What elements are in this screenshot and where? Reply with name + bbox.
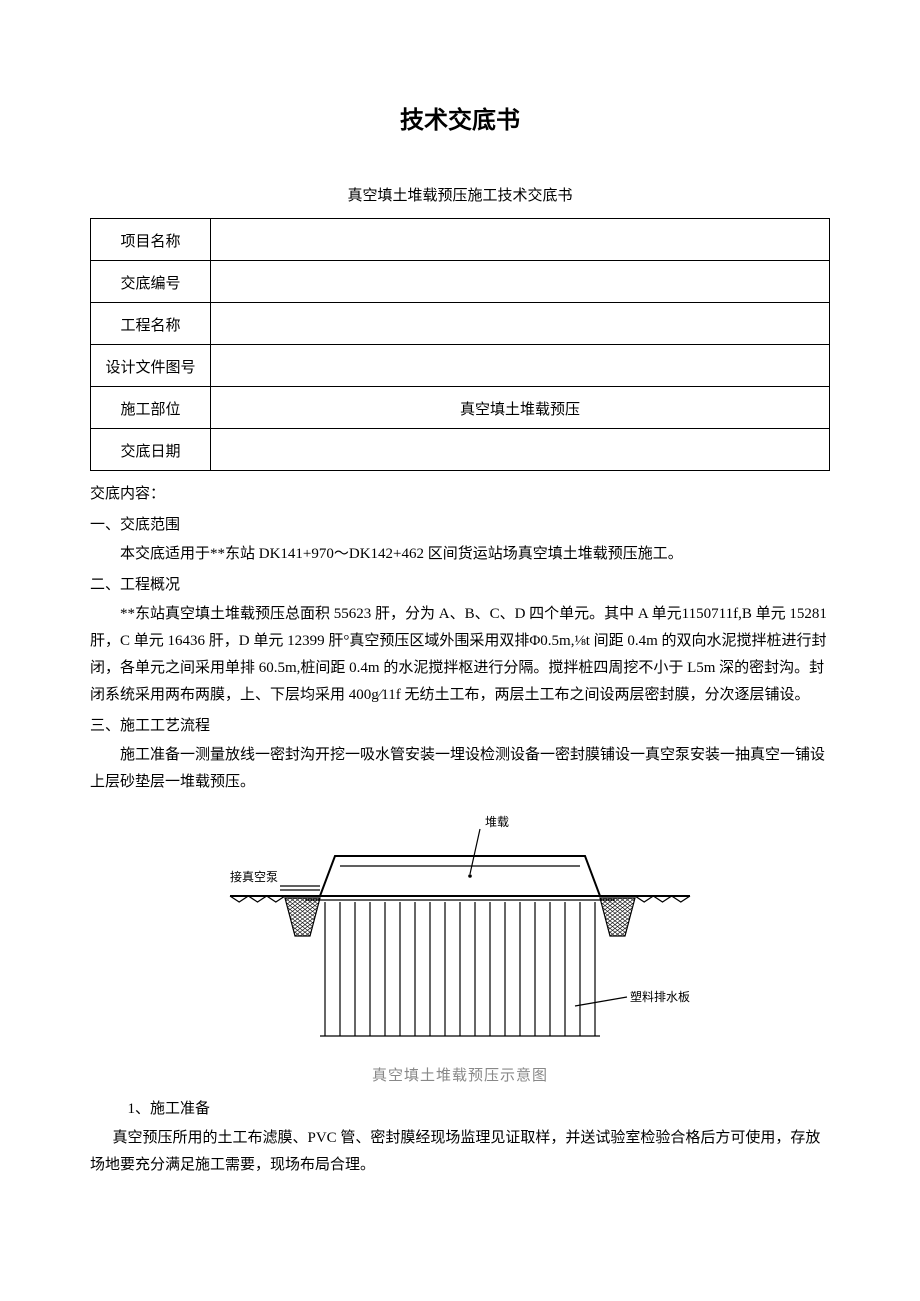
info-table: 项目名称 交底编号 工程名称 设计文件图号 施工部位 真空填土堆载预压 交底日期: [90, 218, 830, 471]
content-heading: 交底内容：: [90, 481, 830, 508]
table-row: 项目名称: [91, 219, 830, 261]
row-label: 交底日期: [91, 429, 211, 471]
row-value: [211, 261, 830, 303]
document-title: 技术交底书: [90, 100, 830, 143]
section-1-paragraph: 本交底适用于**东站 DK141+970～DK142+462 区间货运站场真空填…: [90, 541, 830, 568]
row-label: 施工部位: [91, 387, 211, 429]
diagram-container: 堆载接真空泵塑料排水板 真空填土堆载预压示意图: [90, 806, 830, 1090]
svg-text:塑料排水板: 塑料排水板: [630, 989, 690, 1004]
row-label: 设计文件图号: [91, 345, 211, 387]
diagram-caption: 真空填土堆载预压示意图: [90, 1063, 830, 1090]
table-row: 设计文件图号: [91, 345, 830, 387]
section-3-paragraph: 施工准备一测量放线一密封沟开挖一吸水管安装一埋设检测设备一密封膜铺设一真空泵安装…: [90, 742, 830, 796]
vacuum-preload-diagram: 堆载接真空泵塑料排水板: [170, 806, 750, 1051]
row-value: [211, 345, 830, 387]
document-subtitle: 真空填土堆载预压施工技术交底书: [90, 183, 830, 210]
row-label: 工程名称: [91, 303, 211, 345]
table-row: 交底编号: [91, 261, 830, 303]
section-2-heading: 二、工程概况: [90, 572, 830, 599]
sub-section-1-heading: 1、施工准备: [90, 1096, 830, 1123]
table-row: 施工部位 真空填土堆载预压: [91, 387, 830, 429]
sub-section-1-paragraph: 真空预压所用的土工布滤膜、PVC 管、密封膜经现场监理见证取样，并送试验室检验合…: [90, 1125, 830, 1179]
row-label: 交底编号: [91, 261, 211, 303]
section-2-paragraph: **东站真空填土堆载预压总面积 55623 肝，分为 A、B、C、D 四个单元。…: [90, 601, 830, 709]
row-value: [211, 429, 830, 471]
svg-text:接真空泵: 接真空泵: [230, 869, 278, 884]
section-3-heading: 三、施工工艺流程: [90, 713, 830, 740]
row-label: 项目名称: [91, 219, 211, 261]
row-value: 真空填土堆载预压: [211, 387, 830, 429]
svg-text:堆载: 堆载: [485, 815, 509, 829]
table-row: 交底日期: [91, 429, 830, 471]
section-1-heading: 一、交底范围: [90, 512, 830, 539]
table-row: 工程名称: [91, 303, 830, 345]
row-value: [211, 303, 830, 345]
row-value: [211, 219, 830, 261]
